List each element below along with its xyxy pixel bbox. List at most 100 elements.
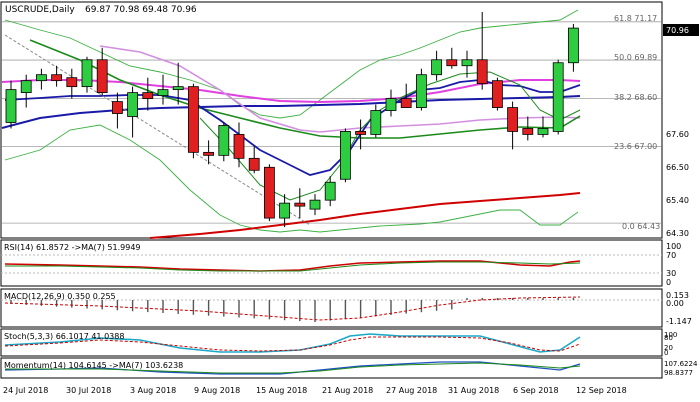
candle-body bbox=[233, 134, 245, 159]
time-axis: 24 Jul 2018 30 Jul 2018 3 Aug 2018 9 Aug… bbox=[3, 386, 627, 395]
time-tick: 12 Sep 2018 bbox=[576, 386, 627, 395]
macd-tick: 0.00 bbox=[666, 299, 684, 308]
rsi-tick: 30 bbox=[666, 269, 676, 278]
candle-body bbox=[142, 92, 154, 99]
candle-body bbox=[203, 151, 215, 156]
candle bbox=[339, 128, 351, 183]
price-tick: 66.50 bbox=[666, 163, 689, 172]
sma-green-line bbox=[29, 39, 581, 139]
candle-body bbox=[294, 202, 306, 207]
candle bbox=[248, 146, 260, 174]
candle bbox=[203, 140, 215, 165]
rsi-label: RSI(14) 61.8572 ->MA(7) 51.9949 bbox=[4, 243, 141, 252]
candle-body bbox=[20, 80, 32, 94]
candle bbox=[309, 194, 321, 216]
rsi-tick: 70 bbox=[666, 251, 676, 260]
candle-body bbox=[279, 202, 291, 219]
candle-body bbox=[309, 199, 321, 210]
candle bbox=[142, 77, 154, 111]
candle-body bbox=[81, 59, 93, 88]
time-tick: 30 Jul 2018 bbox=[66, 386, 111, 395]
candle-body bbox=[324, 181, 336, 201]
candle-body bbox=[507, 107, 519, 132]
candle bbox=[233, 122, 245, 168]
stoch-label: Stoch(5,3,3) 66.1017 41.0388 bbox=[4, 332, 124, 341]
candles bbox=[5, 11, 579, 228]
candle bbox=[491, 77, 503, 111]
candle bbox=[263, 164, 275, 222]
candle-body bbox=[172, 86, 184, 91]
macd-tick: 0.153 bbox=[666, 291, 689, 300]
time-tick: 21 Aug 2018 bbox=[322, 386, 373, 395]
time-tick: 31 Aug 2018 bbox=[448, 386, 499, 395]
stoch-tick: 20 bbox=[664, 344, 673, 352]
fib-label: 61.8 71.17 bbox=[614, 14, 657, 23]
candle-body bbox=[263, 166, 275, 219]
macd-tick: -1.147 bbox=[666, 317, 692, 326]
bollinger-upper bbox=[4, 9, 579, 119]
momentum-ma-line bbox=[5, 362, 581, 374]
last-price-box bbox=[663, 24, 699, 36]
bollinger-lower bbox=[4, 124, 579, 233]
candle bbox=[157, 74, 169, 105]
candle-body bbox=[476, 59, 488, 85]
candle bbox=[218, 122, 230, 162]
time-tick: 3 Aug 2018 bbox=[130, 386, 176, 395]
sma-red-line bbox=[149, 192, 581, 239]
candle bbox=[36, 68, 47, 90]
rsi-line bbox=[4, 260, 581, 272]
chart-header-symbol: USCRUDE,Daily bbox=[5, 5, 75, 15]
time-tick: 27 Aug 2018 bbox=[386, 386, 437, 395]
price-axis: 67.60 66.50 65.40 64.30 70.96 bbox=[663, 24, 699, 238]
candle bbox=[415, 68, 427, 111]
momentum-label: Momentum(14) 104.6145 ->MA(7) 103.6238 bbox=[4, 361, 183, 370]
candle bbox=[127, 86, 138, 138]
candle-body bbox=[5, 89, 17, 123]
macd-label: MACD(12,26,9) 0.350 0.255 bbox=[4, 292, 116, 301]
candle bbox=[20, 74, 32, 108]
candle bbox=[370, 104, 382, 138]
candle bbox=[294, 188, 306, 219]
candle bbox=[324, 176, 336, 207]
chart-header-ohlc: 69.87 70.98 69.48 70.96 bbox=[85, 5, 197, 15]
momentum-tick: 107.6224 bbox=[664, 360, 698, 368]
time-tick: 6 Sep 2018 bbox=[513, 386, 559, 395]
stoch-tick: 0 bbox=[664, 349, 668, 357]
candle-body bbox=[415, 74, 427, 108]
fib-label: 50.0 69.89 bbox=[614, 53, 657, 62]
stoch-d-line bbox=[4, 336, 581, 352]
rsi-tick: 0 bbox=[666, 278, 671, 287]
candle-body bbox=[218, 125, 230, 156]
momentum-line bbox=[4, 361, 581, 375]
candle-body bbox=[127, 92, 138, 117]
candle-body bbox=[461, 59, 473, 67]
fib-label: 0.0 64.43 bbox=[622, 222, 660, 231]
price-tick: 67.60 bbox=[666, 130, 689, 139]
candle-body bbox=[552, 62, 564, 132]
candle-body bbox=[537, 128, 549, 135]
candle-body bbox=[187, 86, 199, 153]
last-price-label: 70.96 bbox=[666, 26, 689, 35]
candle-body bbox=[36, 74, 47, 82]
candle bbox=[461, 50, 473, 78]
candle-body bbox=[248, 157, 260, 171]
candle bbox=[172, 62, 184, 105]
candle bbox=[522, 116, 534, 141]
time-tick: 9 Aug 2018 bbox=[194, 386, 240, 395]
time-tick: 15 Aug 2018 bbox=[256, 386, 307, 395]
candle bbox=[187, 83, 199, 159]
candle-body bbox=[446, 59, 458, 67]
candle-body bbox=[66, 77, 78, 88]
candle bbox=[507, 101, 519, 150]
candle-body bbox=[522, 128, 534, 135]
fibonacci-levels bbox=[2, 21, 661, 224]
macd-panel-frame bbox=[0, 288, 663, 328]
candle-body bbox=[370, 110, 382, 135]
candle bbox=[66, 68, 78, 99]
stoch-tick: 80 bbox=[664, 334, 673, 342]
stoch-tick: 100 bbox=[664, 331, 677, 339]
rsi-tick: 100 bbox=[666, 242, 681, 251]
candle bbox=[568, 23, 579, 72]
candle bbox=[431, 50, 443, 81]
